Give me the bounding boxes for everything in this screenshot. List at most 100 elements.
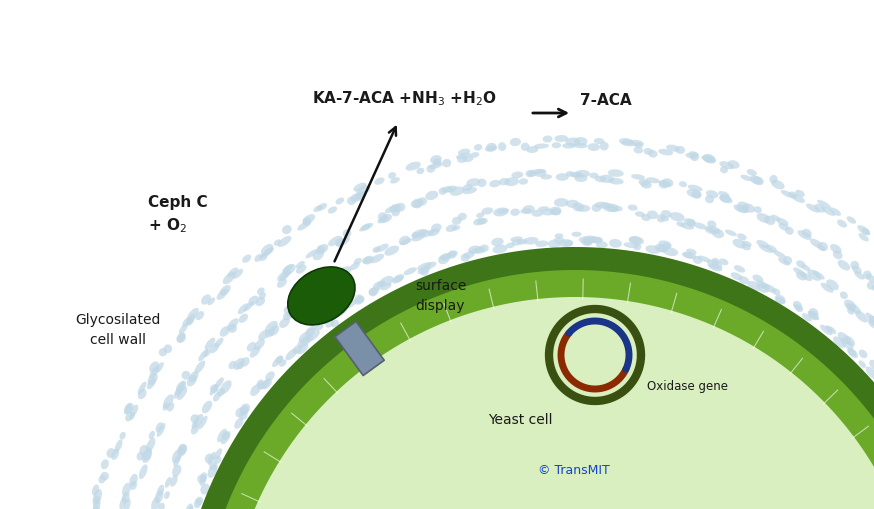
Ellipse shape: [129, 412, 135, 420]
Ellipse shape: [520, 208, 531, 214]
Ellipse shape: [574, 143, 587, 148]
Ellipse shape: [258, 330, 269, 341]
Ellipse shape: [296, 265, 307, 274]
Ellipse shape: [806, 204, 820, 213]
Ellipse shape: [308, 288, 319, 298]
Ellipse shape: [149, 365, 159, 378]
Ellipse shape: [774, 295, 786, 304]
Ellipse shape: [301, 335, 313, 347]
Ellipse shape: [92, 506, 100, 509]
Ellipse shape: [594, 138, 605, 144]
Ellipse shape: [328, 206, 337, 214]
Ellipse shape: [467, 178, 480, 187]
Ellipse shape: [259, 292, 266, 299]
Ellipse shape: [600, 203, 614, 208]
Ellipse shape: [156, 422, 163, 433]
Ellipse shape: [600, 142, 608, 151]
Ellipse shape: [334, 272, 342, 279]
Ellipse shape: [858, 233, 869, 241]
Ellipse shape: [129, 481, 137, 490]
Ellipse shape: [214, 448, 222, 459]
Ellipse shape: [261, 244, 274, 255]
Ellipse shape: [531, 169, 546, 174]
Ellipse shape: [629, 237, 644, 245]
Text: Oxidase gene: Oxidase gene: [647, 380, 728, 393]
Ellipse shape: [200, 484, 210, 495]
Ellipse shape: [399, 238, 412, 245]
Ellipse shape: [703, 154, 715, 163]
Ellipse shape: [317, 245, 325, 253]
Ellipse shape: [283, 311, 293, 320]
Ellipse shape: [158, 503, 165, 509]
Ellipse shape: [305, 325, 316, 336]
Ellipse shape: [779, 223, 789, 231]
Ellipse shape: [718, 191, 730, 197]
Ellipse shape: [589, 173, 599, 179]
Ellipse shape: [94, 489, 102, 503]
Ellipse shape: [705, 195, 714, 203]
Ellipse shape: [156, 423, 165, 437]
Ellipse shape: [234, 417, 244, 429]
Ellipse shape: [661, 210, 671, 218]
Ellipse shape: [239, 406, 249, 415]
Ellipse shape: [690, 152, 699, 161]
Ellipse shape: [313, 250, 323, 260]
Ellipse shape: [565, 137, 580, 146]
Ellipse shape: [540, 174, 552, 180]
Ellipse shape: [757, 283, 769, 293]
Ellipse shape: [447, 250, 457, 259]
Ellipse shape: [287, 306, 299, 317]
Ellipse shape: [412, 232, 420, 239]
Ellipse shape: [240, 357, 250, 366]
Ellipse shape: [372, 281, 385, 290]
Ellipse shape: [178, 444, 187, 453]
Ellipse shape: [208, 464, 218, 478]
Ellipse shape: [208, 451, 216, 465]
Ellipse shape: [417, 262, 432, 270]
Ellipse shape: [406, 161, 421, 171]
Ellipse shape: [295, 261, 305, 268]
Ellipse shape: [837, 260, 850, 270]
Ellipse shape: [194, 498, 202, 508]
Ellipse shape: [493, 208, 509, 216]
Ellipse shape: [187, 375, 197, 386]
Ellipse shape: [750, 176, 762, 184]
Ellipse shape: [844, 336, 855, 346]
Ellipse shape: [707, 220, 717, 228]
Ellipse shape: [608, 178, 624, 185]
Ellipse shape: [867, 281, 874, 290]
Polygon shape: [200, 270, 874, 509]
Ellipse shape: [865, 366, 874, 379]
Ellipse shape: [427, 229, 440, 236]
Ellipse shape: [639, 179, 650, 186]
Ellipse shape: [551, 142, 561, 148]
Ellipse shape: [275, 355, 283, 363]
Ellipse shape: [579, 236, 593, 243]
Ellipse shape: [734, 265, 746, 273]
Ellipse shape: [548, 239, 561, 248]
Ellipse shape: [543, 135, 552, 143]
Ellipse shape: [418, 197, 427, 206]
Ellipse shape: [833, 250, 843, 260]
Ellipse shape: [260, 380, 269, 389]
Ellipse shape: [260, 253, 267, 261]
Ellipse shape: [250, 347, 260, 358]
Ellipse shape: [114, 439, 122, 453]
Ellipse shape: [510, 138, 521, 146]
Ellipse shape: [619, 138, 633, 145]
Ellipse shape: [279, 359, 287, 367]
Ellipse shape: [191, 419, 198, 429]
Ellipse shape: [711, 229, 725, 238]
Ellipse shape: [446, 185, 457, 192]
Ellipse shape: [703, 155, 716, 163]
Ellipse shape: [594, 202, 610, 209]
Ellipse shape: [277, 271, 289, 281]
Ellipse shape: [418, 266, 431, 274]
Ellipse shape: [121, 492, 129, 503]
Ellipse shape: [420, 268, 429, 276]
Ellipse shape: [240, 404, 250, 414]
Ellipse shape: [865, 313, 874, 323]
Ellipse shape: [766, 244, 777, 252]
Ellipse shape: [210, 384, 218, 395]
Ellipse shape: [631, 174, 645, 180]
